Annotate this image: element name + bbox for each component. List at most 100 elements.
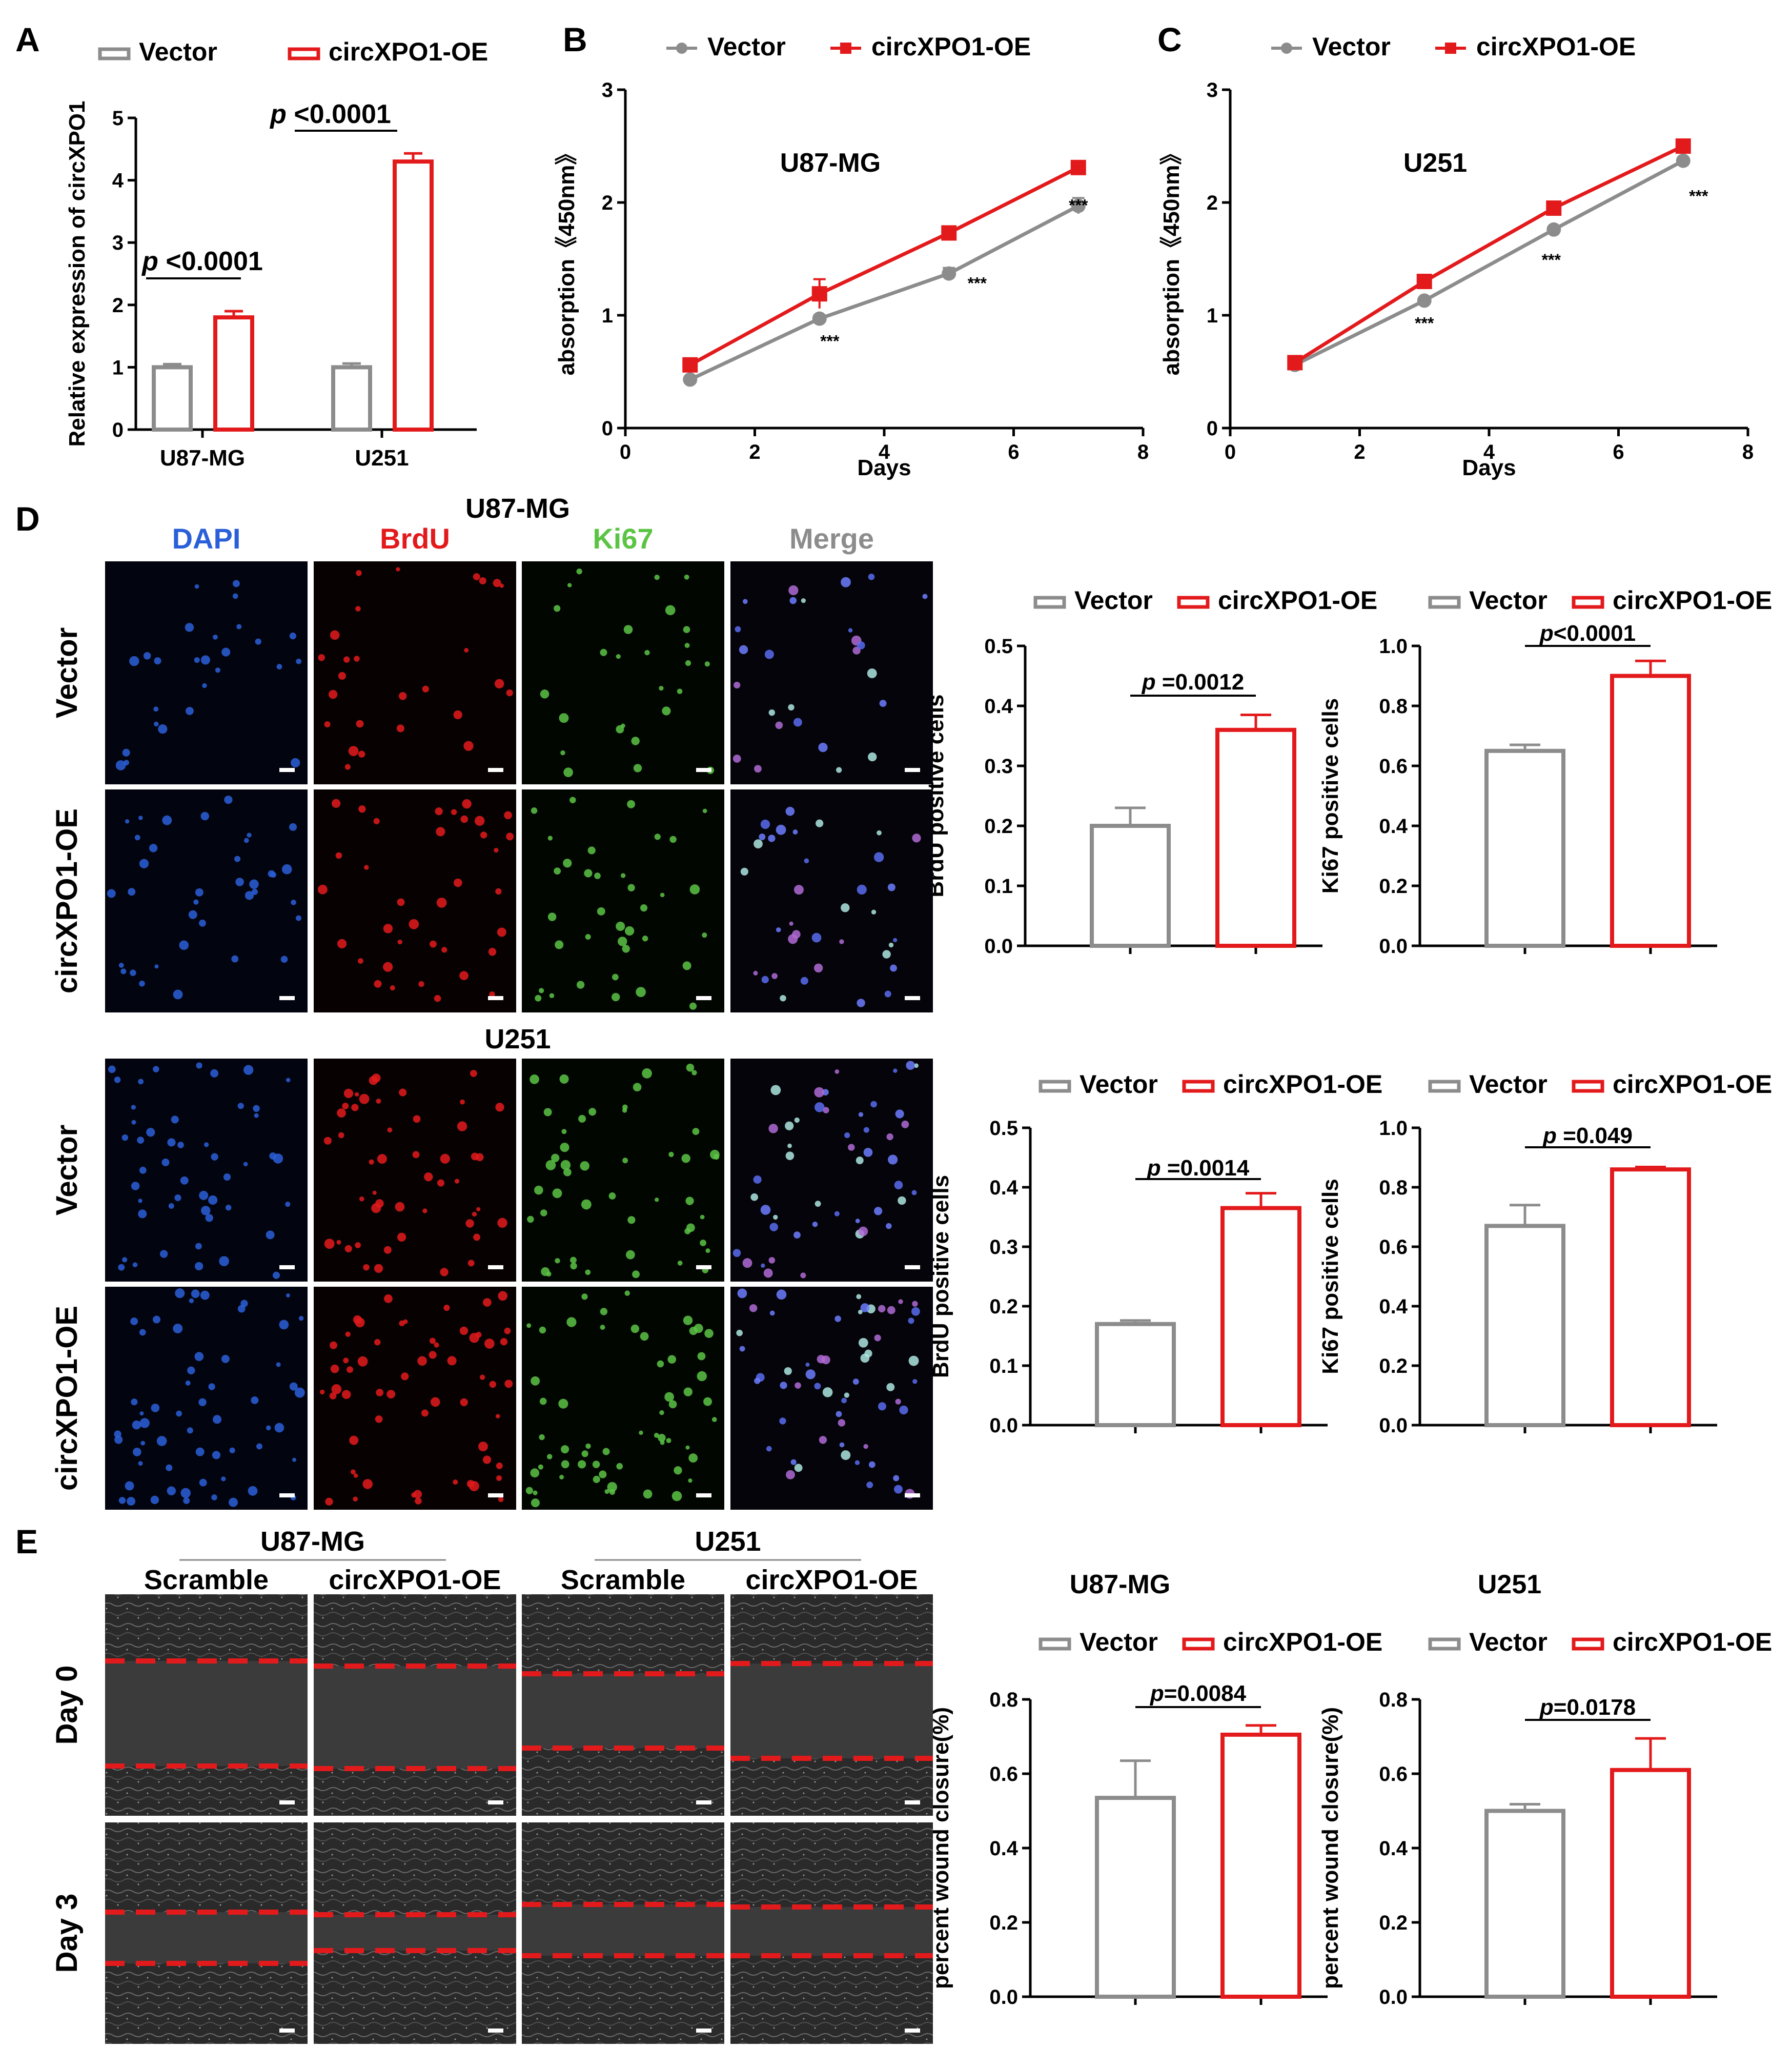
cell-nucleus [223,1173,231,1181]
cell-nucleus [208,1383,215,1390]
cell-nucleus [132,1448,141,1456]
cell-nucleus [539,1326,546,1334]
cell-nucleus [472,1211,477,1217]
cell-nucleus [888,942,894,948]
cell-nucleus [318,884,328,895]
cell-nucleus [330,1364,339,1373]
cell-nucleus [138,1199,142,1203]
cell-nucleus [318,654,325,661]
cell-nucleus [254,1113,259,1118]
cell-nucleus [200,1290,210,1300]
micrograph-tile [730,1059,933,1282]
cell-nucleus [422,685,429,693]
cell-nucleus [560,1143,569,1152]
micrograph-tile [314,561,516,784]
cell-nucleus [138,1461,143,1466]
cell-nucleus [559,1074,569,1084]
legend-label-oe: circXPO1-OE [1218,586,1377,615]
cell-nucleus [594,873,601,879]
cell-nucleus [898,1299,903,1304]
cell-nucleus [166,1464,173,1471]
cell-nucleus [858,1337,868,1348]
cell-nucleus [627,1216,636,1224]
cell-nucleus [887,883,895,891]
cell-nucleus [279,1320,289,1330]
cell-nucleus [578,1114,586,1123]
legend-label-oe: circXPO1-OE [1613,1070,1772,1099]
cell-nucleus [684,643,690,648]
cell-nucleus [753,970,758,976]
cell-nucleus [189,1298,194,1304]
chart-e-u251-wound: U251 Vector circXPO1-OE 0.0 0.2 0.4 0.6 0.8 perc… [1318,1570,1772,2009]
cell-nucleus [677,688,683,694]
cell-nucleus [780,1382,787,1389]
cell-nucleus [401,1372,409,1381]
row-label: Vector [50,1125,84,1215]
y-tick-label: 0.4 [1379,815,1408,838]
micrograph-tile [105,1059,308,1282]
cell-nucleus [139,1418,150,1428]
cell-nucleus [118,1264,125,1271]
cell-nucleus [901,1120,909,1128]
cell-nucleus [256,1443,262,1450]
cell-nucleus [749,1304,758,1312]
cell-nucleus [372,1190,377,1195]
cell-nucleus [131,1105,136,1110]
cell-nucleus [671,1491,682,1502]
x-tick-label: 0 [620,441,631,463]
cell-nucleus [359,1093,370,1104]
cell-nucleus [324,721,331,727]
cell-nucleus [152,1315,161,1324]
wound-gap [730,1907,933,1956]
cell-nucleus [495,888,502,895]
cell-nucleus [179,940,189,950]
micrograph-tile [730,1287,933,1510]
cell-nucleus [356,720,364,728]
cell-nucleus [838,1419,846,1427]
cell-nucleus [357,1356,368,1367]
chart-b-u87-growth: Vector circXPO1-OE U87-MG 0 1 2 3 absorption《45… [554,32,1149,480]
significance-stars: *** [1689,187,1708,206]
cell-nucleus [285,1202,291,1207]
x-tick-label: 8 [1137,441,1149,463]
cell-nucleus [496,1462,503,1469]
cell-nucleus [688,1478,693,1483]
wound-gap [522,1904,724,1956]
scale-bar [696,1265,711,1269]
cell-nucleus [440,1153,450,1164]
y-tick-label: 0.0 [1379,1414,1408,1437]
cell-nucleus [224,795,233,804]
chart-title: U87-MG [1070,1570,1170,1599]
cell-nucleus [834,1211,840,1216]
scale-bar [488,1493,503,1497]
cell-nucleus [153,706,159,712]
cell-nucleus [559,713,569,723]
cell-nucleus [396,567,400,572]
cell-nucleus [887,1306,895,1314]
cell-nucleus [151,1404,160,1412]
y-tick-label: 0.0 [1379,935,1408,958]
bar-vector [1484,748,1565,948]
cell-nucleus [331,799,341,808]
cell-nucleus [174,1194,181,1202]
legend-swatch-oe [288,47,320,60]
cell-nucleus [289,1382,298,1391]
cell-nucleus [203,1142,209,1147]
channel-title-merge: Merge [789,522,874,555]
cell-nucleus [612,973,619,981]
cell-nucleus [555,940,564,949]
cell-nucleus [841,577,851,587]
cell-nucleus [187,1427,193,1434]
panel-label-a: A [15,21,40,58]
cell-nucleus [839,1442,845,1448]
cell-nucleus [585,1269,591,1275]
micrograph-tile [522,789,724,1012]
p-value-u87: p <0.0001 [141,247,263,276]
cell-nucleus [618,937,627,946]
cell-nucleus [396,724,404,733]
cell-nucleus [785,1151,795,1160]
cell-nucleus [173,989,183,1000]
cell-nucleus [429,1351,437,1359]
cell-nucleus [546,1454,553,1459]
p-value: p =0.049 [1542,1123,1633,1148]
